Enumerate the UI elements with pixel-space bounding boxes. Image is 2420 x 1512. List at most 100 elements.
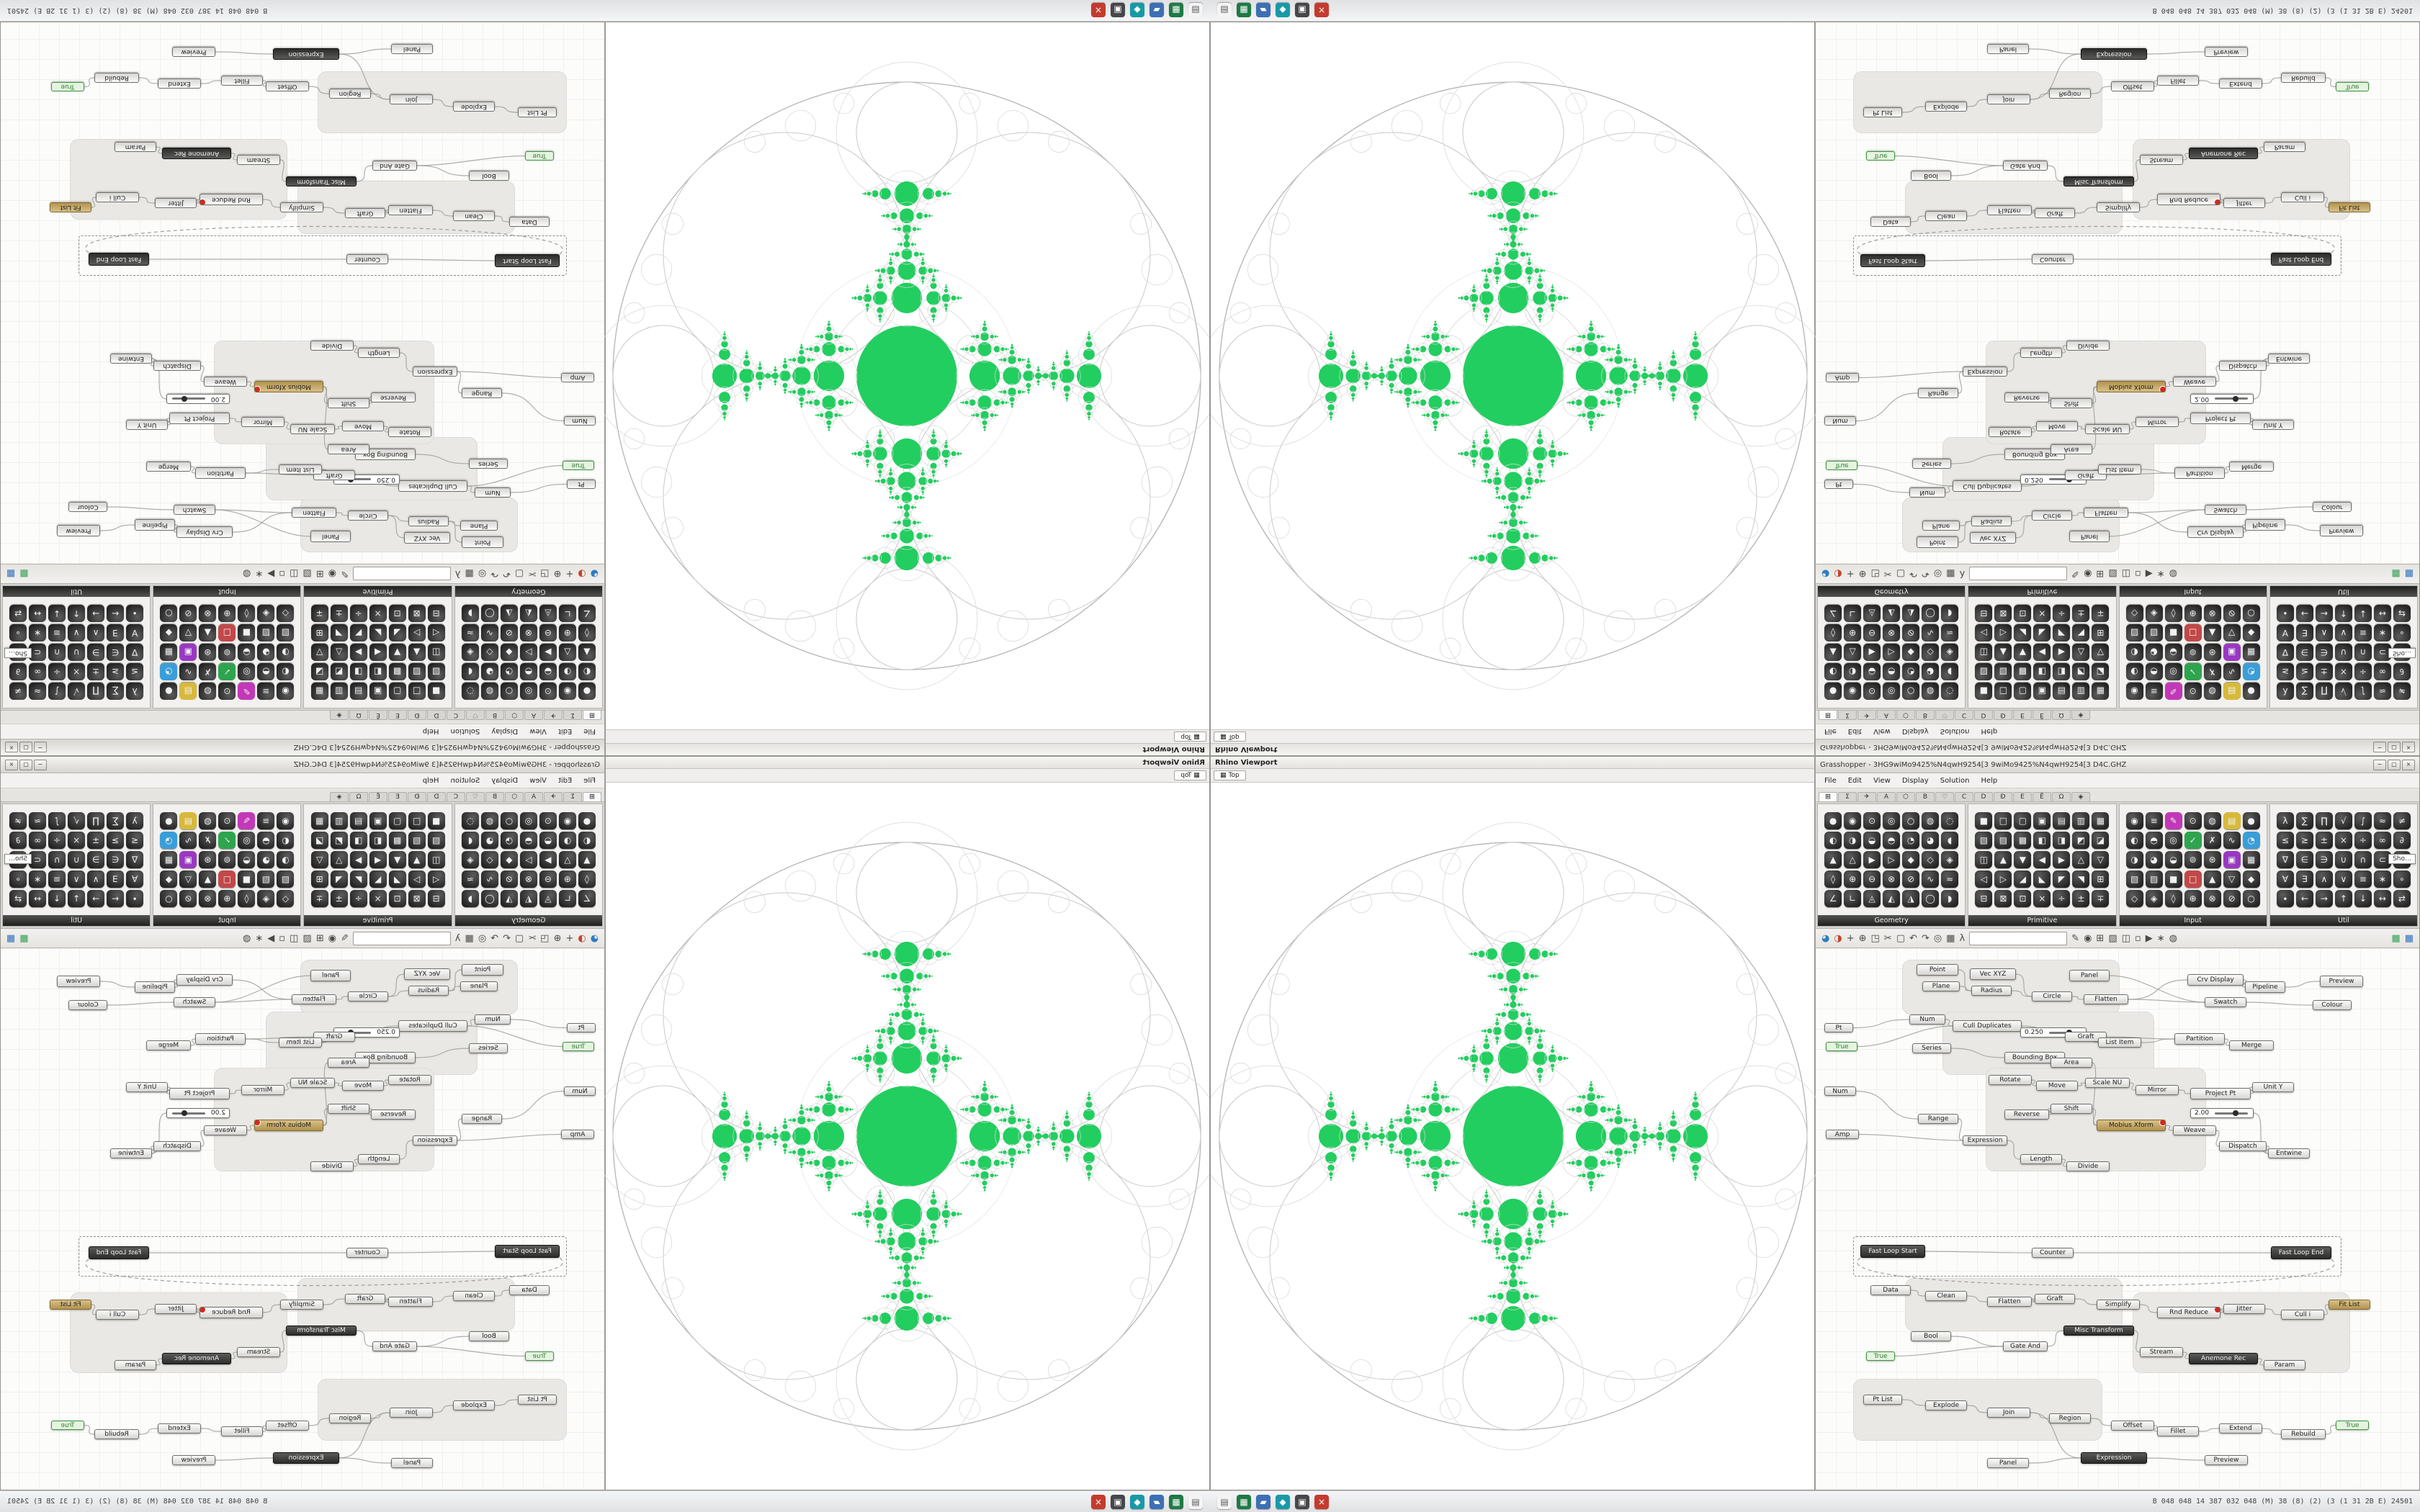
canvas-search-input[interactable]: [352, 567, 451, 581]
component-icon[interactable]: ◤: [349, 624, 367, 642]
component-icon[interactable]: ◉: [558, 683, 576, 700]
gh-node[interactable]: Stream: [2140, 1347, 2183, 1357]
component-icon[interactable]: ◊: [578, 870, 596, 888]
component-icon[interactable]: ⊕: [558, 624, 576, 642]
gh-node[interactable]: Colour: [68, 502, 107, 512]
component-icon[interactable]: ∗: [2373, 624, 2391, 642]
gh-node[interactable]: Anemone Rec: [2189, 148, 2258, 159]
component-icon[interactable]: ◇: [277, 890, 295, 907]
component-icon[interactable]: ◢: [2014, 624, 2032, 642]
component-icon[interactable]: ◕: [2145, 644, 2163, 661]
toolbar-icon[interactable]: ✎: [2071, 932, 2080, 944]
component-icon[interactable]: ◎: [519, 812, 537, 829]
gh-node[interactable]: Partition: [195, 467, 246, 479]
gh-node[interactable]: Dispatch: [153, 361, 201, 371]
gh-node[interactable]: Expression: [273, 48, 339, 60]
component-icon[interactable]: ⊙: [218, 812, 236, 829]
gh-node[interactable]: Reverse: [2004, 392, 2049, 402]
component-icon[interactable]: △: [1844, 851, 1862, 868]
component-icon[interactable]: ◢: [388, 870, 406, 888]
folder-icon[interactable]: ▰: [1256, 3, 1270, 18]
gh-node[interactable]: Crv Display: [176, 974, 233, 986]
component-icon[interactable]: ▽: [2223, 870, 2241, 888]
toolbar-icon[interactable]: ◳: [540, 932, 550, 944]
component-icon[interactable]: ◍: [2203, 683, 2221, 700]
close-icon[interactable]: ×: [1091, 1494, 1106, 1509]
component-icon[interactable]: ±: [2315, 663, 2333, 680]
component-icon[interactable]: ◑: [277, 851, 295, 868]
component-icon[interactable]: ⊗: [2203, 890, 2221, 907]
component-tab[interactable]: Ē: [2033, 711, 2051, 720]
component-icon[interactable]: ∂: [2393, 663, 2411, 680]
gh-node[interactable]: Preview: [172, 1455, 215, 1465]
folder-icon[interactable]: ▰: [1150, 1494, 1164, 1509]
gh-node[interactable]: Offset: [2111, 1421, 2154, 1431]
component-tab[interactable]: D: [1974, 711, 1993, 720]
component-icon[interactable]: ▶: [539, 851, 557, 868]
component-tab[interactable]: B: [1916, 711, 1935, 720]
component-icon[interactable]: ⊙: [2184, 683, 2202, 700]
gh-node[interactable]: Entwine: [110, 1148, 152, 1158]
gh-node[interactable]: Pt: [1824, 1023, 1853, 1032]
component-icon[interactable]: ∏: [2315, 812, 2333, 829]
component-icon[interactable]: ◮: [500, 890, 518, 907]
component-icon[interactable]: ◬: [1863, 890, 1881, 907]
component-icon[interactable]: ●: [2242, 812, 2260, 829]
component-icon[interactable]: ▥: [2072, 812, 2090, 829]
component-icon[interactable]: ◒: [539, 663, 557, 680]
component-icon[interactable]: ◇: [2125, 605, 2143, 622]
gh-node[interactable]: Amp: [1826, 373, 1859, 382]
gh-node[interactable]: List Item: [279, 1038, 322, 1048]
component-icon[interactable]: ▨: [1994, 663, 2012, 680]
gh-node[interactable]: Counter: [346, 254, 388, 264]
component-icon[interactable]: ≤: [126, 663, 144, 680]
component-icon[interactable]: ∏: [87, 683, 105, 700]
component-icon[interactable]: ◣: [2033, 624, 2051, 642]
component-icon[interactable]: ∫: [48, 812, 66, 829]
component-icon[interactable]: ⊟: [427, 890, 445, 907]
gh-node[interactable]: True: [563, 1042, 594, 1051]
component-icon[interactable]: ◇: [480, 851, 498, 868]
toolbar-icon[interactable]: ◑: [1834, 568, 1842, 580]
component-icon[interactable]: ∿: [480, 624, 498, 642]
component-icon[interactable]: ▤: [2053, 683, 2071, 700]
menu-item-view[interactable]: View: [529, 727, 547, 736]
gh-node[interactable]: Merge: [146, 462, 191, 472]
component-icon[interactable]: ●: [160, 683, 178, 700]
gh-node[interactable]: Panel: [1987, 44, 2029, 54]
component-icon[interactable]: ▽: [2223, 624, 2241, 642]
palette-panel-title[interactable]: Geometry: [1818, 586, 1966, 597]
component-icon[interactable]: ◈: [461, 851, 479, 868]
component-icon[interactable]: ◆: [1902, 644, 1920, 661]
toolbar-icon[interactable]: ∗: [255, 932, 264, 944]
toolbar-icon[interactable]: ▫: [279, 568, 286, 580]
component-icon[interactable]: ✓: [218, 663, 236, 680]
show-all-button[interactable]: Sho…: [4, 854, 32, 864]
component-icon[interactable]: ⊘: [2223, 890, 2241, 907]
component-icon[interactable]: ⊡: [2014, 890, 2032, 907]
component-icon[interactable]: ▣: [2033, 812, 2051, 829]
component-icon[interactable]: ◓: [257, 663, 275, 680]
gh-node[interactable]: Clean: [1925, 1291, 1967, 1301]
gh-node[interactable]: Point: [462, 536, 503, 548]
minimize-button[interactable]: −: [2373, 759, 2386, 770]
gh-node[interactable]: Fast Loop Start: [495, 254, 560, 267]
component-icon[interactable]: ∈: [107, 644, 125, 661]
menu-item-view[interactable]: View: [529, 776, 547, 785]
menu-item-help[interactable]: Help: [1981, 727, 1998, 736]
gh-node[interactable]: Panel: [310, 531, 351, 542]
component-icon[interactable]: ⊞: [310, 624, 328, 642]
component-icon[interactable]: ◈: [461, 644, 479, 661]
gh-node[interactable]: Stream: [237, 1347, 280, 1357]
gh-node[interactable]: Explode: [1925, 102, 1967, 112]
component-tab[interactable]: C: [447, 792, 465, 801]
toolbar-icon[interactable]: +: [565, 568, 574, 580]
component-icon[interactable]: ≥: [2295, 832, 2313, 849]
gh-node[interactable]: Mobius Xform: [254, 381, 323, 392]
component-icon[interactable]: ▶: [1863, 644, 1881, 661]
toolbar-icon[interactable]: ◑: [578, 932, 586, 944]
component-icon[interactable]: ⊕: [558, 870, 576, 888]
gh-node[interactable]: Num: [1824, 1086, 1856, 1096]
component-icon[interactable]: ⊗: [2203, 605, 2221, 622]
component-icon[interactable]: ∘: [9, 870, 27, 888]
